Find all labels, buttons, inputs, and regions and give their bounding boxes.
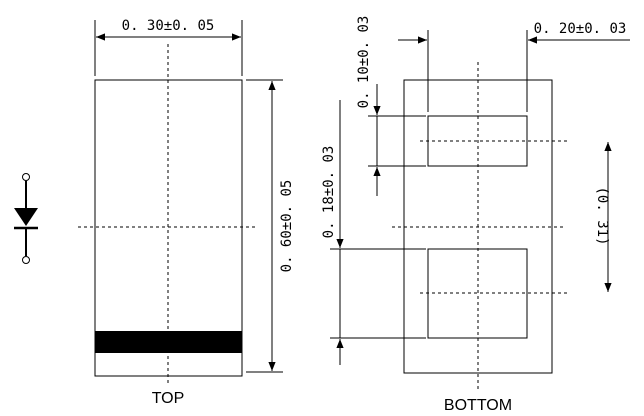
top-length-dimension: 0. 60±0. 05 bbox=[279, 180, 295, 273]
top-width-dimension: 0. 30±0. 05 bbox=[122, 18, 215, 34]
bottom-view: 0. 20±0. 03 0. 10±0. 03 0. 18±0. 03 (0. … bbox=[321, 16, 630, 414]
pad-width-dimension: 0. 20±0. 03 bbox=[534, 21, 627, 37]
top-view: 0. 30±0. 05 0. 60±0. 05 TOP bbox=[78, 18, 295, 407]
cathode-band bbox=[95, 331, 242, 353]
pad-length-dimension: 0. 10±0. 03 bbox=[356, 16, 372, 109]
pad-gap-dimension: 0. 18±0. 03 bbox=[321, 146, 337, 239]
pitch-dimension: (0. 31) bbox=[594, 186, 610, 245]
diode-symbol-icon bbox=[14, 173, 38, 264]
bottom-view-label: BOTTOM bbox=[444, 397, 512, 414]
top-view-label: TOP bbox=[152, 390, 185, 407]
